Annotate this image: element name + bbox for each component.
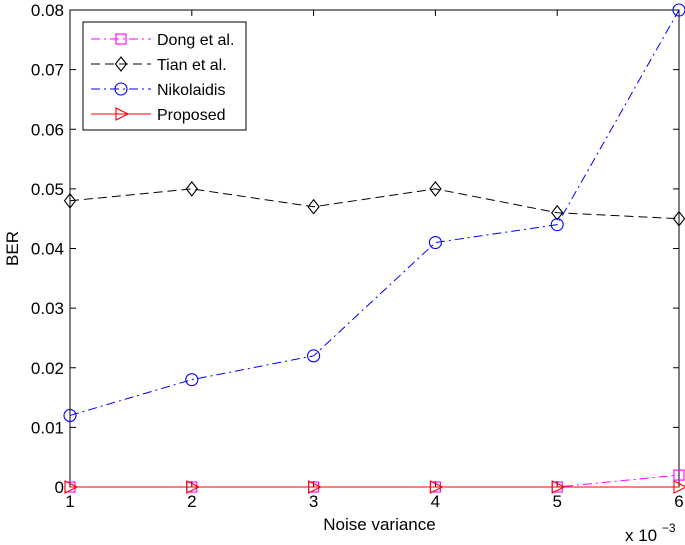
- data-point: [64, 480, 79, 494]
- x-tick-label: 1: [65, 492, 74, 511]
- data-point: [307, 349, 321, 363]
- legend-entry-label: Nikolaidis: [157, 82, 225, 99]
- legend-marker: [114, 82, 128, 96]
- data-point: [550, 218, 564, 232]
- y-tick-label: 0.08: [31, 1, 64, 20]
- y-tick-label: 0.05: [31, 180, 64, 199]
- data-point: [185, 180, 198, 197]
- data-point: [308, 480, 322, 494]
- data-point: [551, 204, 564, 221]
- legend: Dong et al. Tian et al. Nikolaidis Proposed: [82, 21, 247, 131]
- x-tick-label: 5: [552, 492, 561, 511]
- series-nikolaidis: [63, 3, 685, 423]
- series-layer: [63, 3, 685, 494]
- data-point: [63, 408, 77, 423]
- y-tick-label: 0.04: [31, 240, 64, 259]
- data-point: [185, 373, 199, 387]
- data-point: [186, 480, 201, 494]
- x-axis-label: Noise variance: [323, 515, 435, 534]
- y-axis-label: BER: [3, 231, 22, 266]
- x-tick-label: 6: [674, 492, 683, 511]
- data-point: [429, 480, 444, 494]
- legend-marker: [114, 56, 128, 72]
- x-tick-label: 2: [187, 492, 196, 511]
- series-proposed: [64, 480, 685, 494]
- data-point: [307, 198, 320, 215]
- data-point: [673, 480, 685, 494]
- x-tick-label: 4: [431, 492, 440, 511]
- y-tick-label: 0.07: [31, 61, 64, 80]
- legend-box: [82, 21, 247, 131]
- legend-entry-label: Proposed: [157, 107, 226, 124]
- data-point: [672, 3, 685, 17]
- legend-entry-label: Tian et al.: [157, 57, 227, 74]
- data-point: [429, 180, 442, 197]
- y-tick-label: 0.03: [31, 299, 64, 318]
- series-line: [69, 188, 680, 220]
- y-axis-ticks: 0 0.01 0.02 0.03 0.04 0.05 0.06 0.07 0.08: [31, 1, 679, 497]
- data-point: [673, 469, 685, 481]
- series-tian-et-al: [63, 180, 685, 227]
- legend-marker: [115, 107, 130, 121]
- data-point: [428, 235, 442, 250]
- x-axis-multiplier-base: x 10: [625, 526, 657, 545]
- data-point: [63, 192, 77, 209]
- x-axis-multiplier: x 10 −3: [625, 521, 676, 545]
- y-tick-label: 0: [55, 478, 64, 497]
- data-point: [672, 210, 685, 227]
- y-tick-label: 0.02: [31, 359, 64, 378]
- x-axis-multiplier-exponent: −3: [662, 521, 676, 535]
- legend-entry-label: Dong et al.: [157, 32, 234, 49]
- x-tick-label: 3: [309, 492, 318, 511]
- y-tick-label: 0.01: [31, 418, 64, 437]
- data-point: [551, 480, 566, 494]
- legend-marker: [115, 33, 127, 45]
- y-tick-label: 0.06: [31, 120, 64, 139]
